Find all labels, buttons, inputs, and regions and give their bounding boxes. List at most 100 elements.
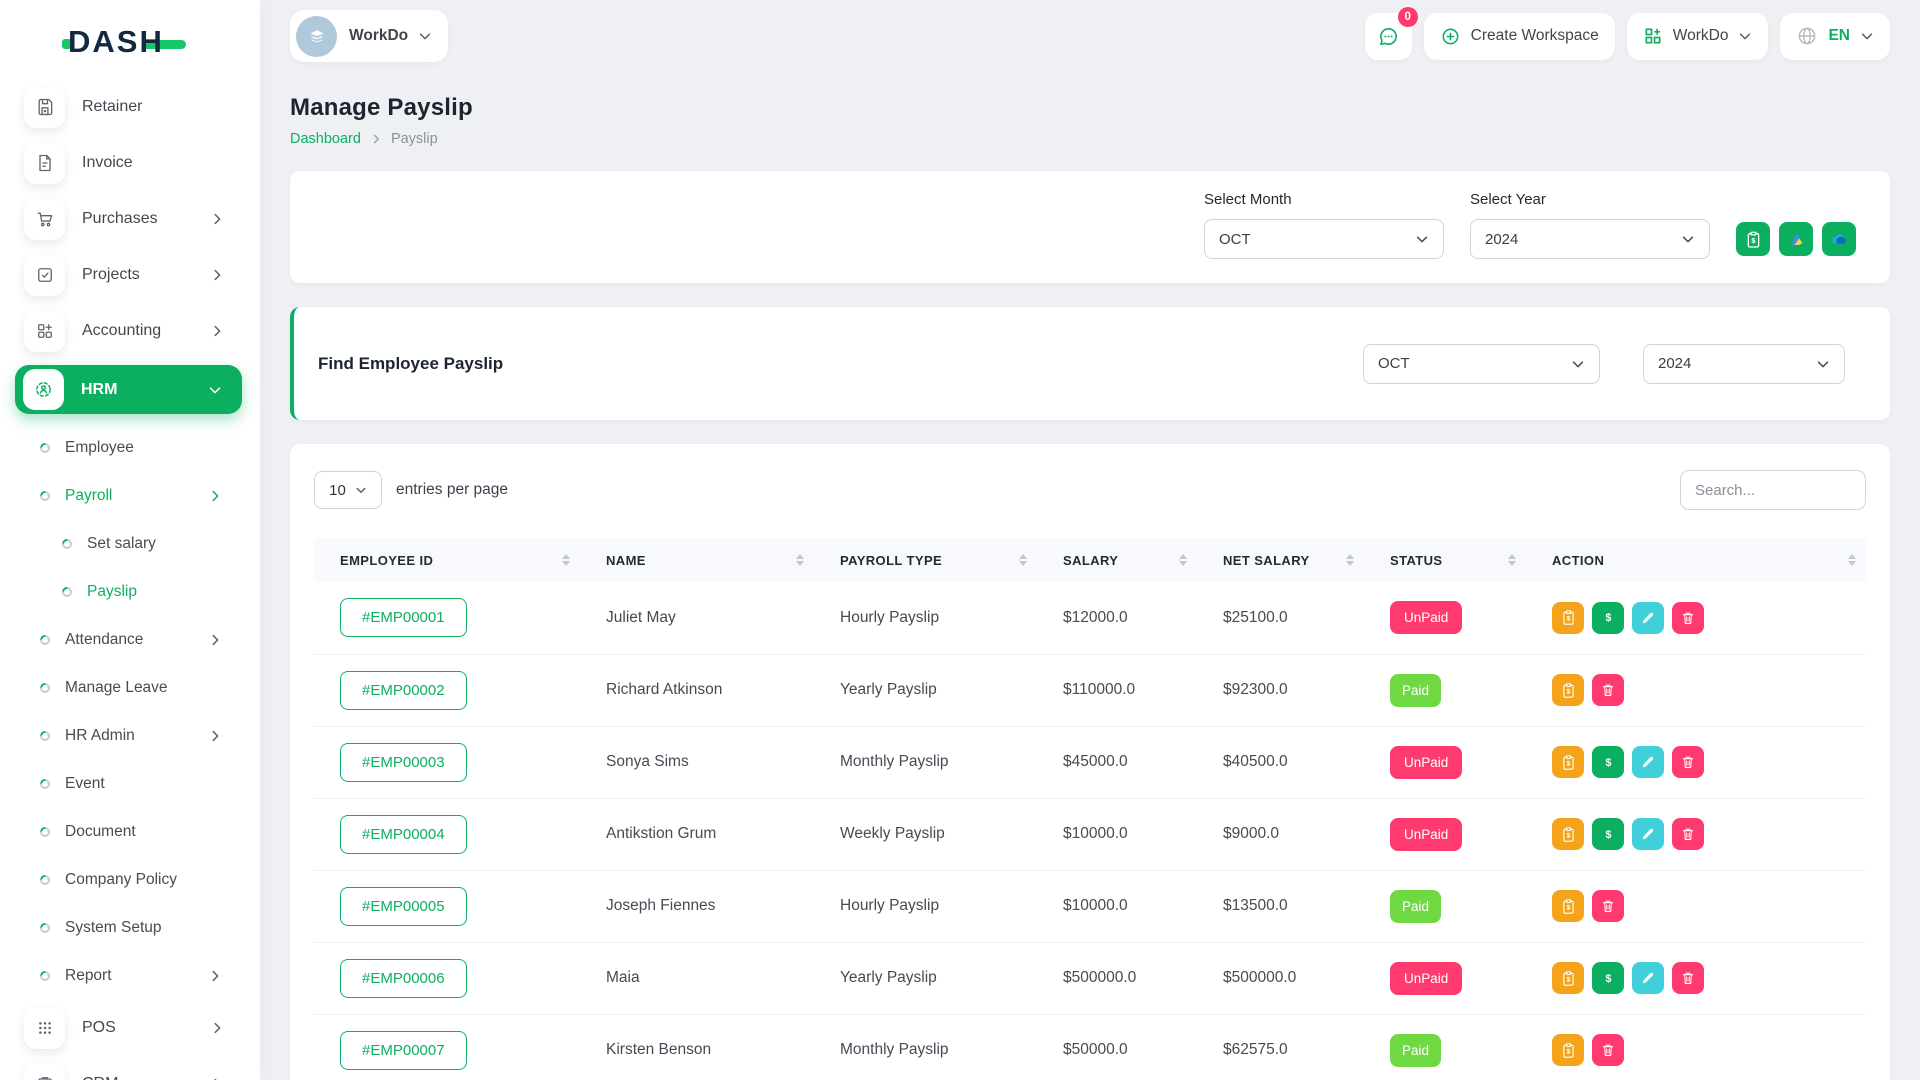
sidebar-item-event[interactable]: Event <box>0 760 260 808</box>
find-year-select[interactable]: 2024 <box>1643 343 1845 384</box>
sidebar-item-employee[interactable]: Employee <box>0 424 260 472</box>
delete-button[interactable] <box>1592 674 1624 706</box>
chevron-right-icon <box>210 324 224 338</box>
sidebar-item-invoice[interactable]: Invoice <box>0 135 260 191</box>
delete-button[interactable] <box>1592 890 1624 922</box>
payslip-button[interactable]: $ <box>1552 601 1584 634</box>
entries-per-page-select[interactable]: 10 <box>314 471 382 509</box>
pay-button[interactable]: $ <box>1592 962 1624 994</box>
bullet-icon <box>37 776 53 792</box>
sidebar-item-purchases[interactable]: Purchases <box>0 191 260 247</box>
employee-id-chip[interactable]: #EMP00002 <box>340 670 467 710</box>
sidebar-item-report[interactable]: Report <box>0 952 260 1000</box>
sidebar-item-accounting[interactable]: Accounting <box>0 303 260 359</box>
employee-id-chip[interactable]: #EMP00007 <box>340 1030 467 1070</box>
status-badge: UnPaid <box>1390 601 1463 635</box>
column-header-payroll-type[interactable]: PAYROLL TYPE <box>814 538 1037 582</box>
payslip-button[interactable]: $ <box>1552 674 1584 706</box>
sidebar-item-set-salary[interactable]: Set salary <box>0 520 260 568</box>
payslip-button[interactable]: $ <box>1552 962 1584 994</box>
sidebar-item-payroll[interactable]: Payroll <box>0 472 260 520</box>
svg-text:$: $ <box>1605 829 1611 841</box>
svg-text:$: $ <box>1605 973 1611 985</box>
sidebar-item-hr-admin[interactable]: HR Admin <box>0 712 260 760</box>
column-header-salary[interactable]: SALARY <box>1037 538 1197 582</box>
chevron-down-icon <box>355 484 367 496</box>
svg-text:$: $ <box>1566 976 1570 983</box>
sidebar-item-pos[interactable]: POS <box>0 1000 260 1056</box>
sidebar-item-hrm[interactable]: HRM <box>15 365 242 414</box>
employee-id-chip[interactable]: #EMP00004 <box>340 814 467 854</box>
salary: $12000.0 <box>1063 608 1128 626</box>
sort-icon <box>562 554 570 566</box>
sidebar-item-attendance[interactable]: Attendance <box>0 616 260 664</box>
payslip-button[interactable]: $ <box>1552 890 1584 922</box>
chevron-right-icon <box>208 729 222 743</box>
sidebar-item-projects[interactable]: Projects <box>0 247 260 303</box>
pay-button[interactable]: $ <box>1592 746 1624 778</box>
month-select[interactable]: OCT <box>1204 219 1444 259</box>
column-header-name[interactable]: NAME <box>580 538 814 582</box>
pay-button[interactable]: $ <box>1592 601 1624 634</box>
topbar-actions: 0 Create Workspace WorkDo EN <box>1364 6 1890 60</box>
delete-button[interactable] <box>1592 1034 1624 1067</box>
column-header-employee-id[interactable]: EMPLOYEE ID <box>314 538 580 582</box>
bullet-icon <box>37 488 53 504</box>
payslip-button[interactable]: $ <box>1552 818 1584 850</box>
find-month-select[interactable]: OCT <box>1363 343 1600 384</box>
payslip-button[interactable]: $ <box>1552 746 1584 778</box>
sidebar-item-manage-leave[interactable]: Manage Leave <box>0 664 260 712</box>
messages-button[interactable]: 0 <box>1364 6 1418 60</box>
edit-button[interactable] <box>1632 818 1664 850</box>
select-year-group: Select Year 2024 <box>1470 191 1710 259</box>
sidebar-item-document[interactable]: Document <box>0 808 260 856</box>
employee-id-chip[interactable]: #EMP00003 <box>340 742 467 782</box>
delete-button[interactable] <box>1672 601 1704 634</box>
app-menu-button[interactable]: WorkDo <box>1626 12 1769 60</box>
invoice-icon <box>24 142 65 184</box>
column-header-status[interactable]: STATUS <box>1364 538 1526 582</box>
sidebar-item-system-setup[interactable]: System Setup <box>0 904 260 952</box>
year-select[interactable]: 2024 <box>1470 219 1710 259</box>
year-select-value: 2024 <box>1485 230 1519 248</box>
edit-button[interactable] <box>1632 962 1664 994</box>
sidebar-item-payslip[interactable]: Payslip <box>0 568 260 616</box>
payslip-button[interactable]: $ <box>1552 1034 1584 1067</box>
edit-button[interactable] <box>1632 746 1664 778</box>
sidebar-item-label: Event <box>65 775 105 792</box>
payslip-table: EMPLOYEE ID NAME PAYROLL TYPE SALARY NET… <box>314 538 1866 1080</box>
onedrive-export-button[interactable] <box>1822 222 1856 256</box>
app-logo[interactable]: DASH <box>0 0 260 75</box>
employee-id-chip[interactable]: #EMP00006 <box>340 958 467 998</box>
edit-button[interactable] <box>1632 601 1664 634</box>
google-drive-export-button[interactable] <box>1779 222 1813 256</box>
column-header-action[interactable]: ACTION <box>1526 538 1866 582</box>
delete-button[interactable] <box>1672 746 1704 778</box>
workspace-selector[interactable]: WorkDo <box>290 10 449 62</box>
language-selector[interactable]: EN <box>1780 12 1890 60</box>
bulk-payment-button[interactable]: $ <box>1736 222 1770 256</box>
sidebar-item-label: Invoice <box>82 154 133 171</box>
delete-button[interactable] <box>1672 962 1704 994</box>
sidebar-item-label: Payroll <box>65 487 113 504</box>
sidebar-item-retainer[interactable]: Retainer <box>0 79 260 135</box>
salary: $10000.0 <box>1037 797 1197 870</box>
search-input[interactable] <box>1680 470 1866 510</box>
cart-icon <box>24 198 65 240</box>
sidebar-item-label: Report <box>65 967 112 984</box>
sidebar-item-company-policy[interactable]: Company Policy <box>0 856 260 904</box>
employee-id-chip[interactable]: #EMP00005 <box>340 886 467 926</box>
pay-button[interactable]: $ <box>1592 818 1624 850</box>
create-workspace-button[interactable]: Create Workspace <box>1423 12 1615 60</box>
delete-button[interactable] <box>1672 818 1704 850</box>
column-header-net-salary[interactable]: NET SALARY <box>1197 538 1364 582</box>
sort-icon <box>1346 554 1354 566</box>
svg-text:$: $ <box>1566 1048 1570 1055</box>
status-badge: UnPaid <box>1390 961 1463 995</box>
chevron-right-icon <box>210 1021 224 1035</box>
employee-id-chip[interactable]: #EMP00001 <box>340 598 467 638</box>
sidebar-item-crm[interactable]: CRM <box>0 1056 260 1080</box>
select-month-label: Select Month <box>1204 191 1292 208</box>
breadcrumb-dashboard-link[interactable]: Dashboard <box>290 131 361 147</box>
